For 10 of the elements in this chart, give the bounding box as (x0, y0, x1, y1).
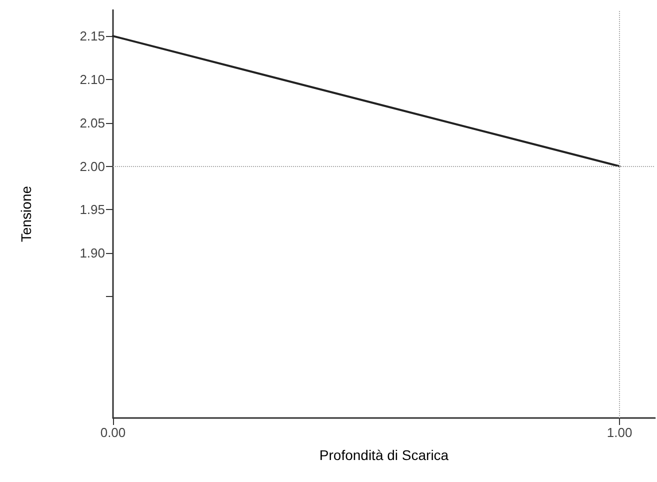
y-tick-label: 2.05 (80, 115, 105, 130)
x-tick-label: 1.00 (606, 425, 632, 440)
y-tick-label: 2.00 (80, 158, 105, 174)
y-axis-title: Tensione (18, 186, 34, 242)
y-tick-label: 2.10 (80, 72, 105, 87)
y-tick-label: 1.95 (80, 202, 105, 218)
y-tick-label: 1.90 (80, 246, 105, 261)
x-tick-label: 0.00 (100, 425, 126, 440)
x-axis-title: Profondità di Scarica (319, 447, 449, 463)
y-tick-label: 2.15 (80, 28, 105, 44)
